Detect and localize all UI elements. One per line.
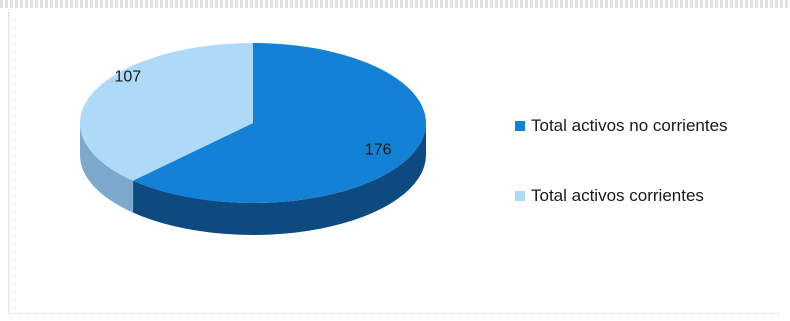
pie-data-label: 176 bbox=[365, 141, 392, 158]
pie-slice-side bbox=[133, 123, 426, 235]
scan-artifact bbox=[0, 0, 790, 8]
legend-swatch bbox=[515, 121, 525, 131]
pie-slice bbox=[133, 43, 426, 204]
legend-label: Total activos corrientes bbox=[531, 186, 704, 205]
pie-slice-side bbox=[80, 123, 134, 213]
chart-frame bbox=[8, 12, 780, 314]
pie-data-label: 107 bbox=[114, 69, 141, 86]
pie-slice bbox=[79, 43, 253, 181]
legend-swatch bbox=[515, 191, 525, 201]
legend-label: Total activos no corrientes bbox=[531, 116, 728, 135]
